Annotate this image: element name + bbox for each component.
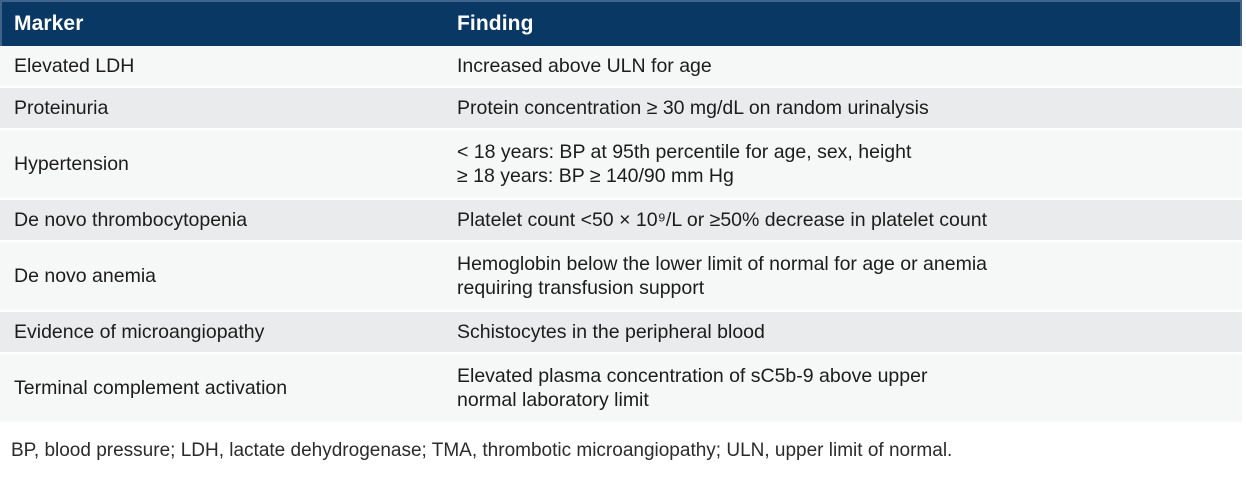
table-row: Hypertension < 18 years: BP at 95th perc… [0, 130, 1242, 200]
finding-cell: < 18 years: BP at 95th percentile for ag… [457, 141, 912, 187]
table-row: De novo thrombocytopenia Platelet count … [0, 200, 1242, 242]
finding-cell: Protein concentration ≥ 30 mg/dL on rand… [457, 97, 929, 119]
finding-cell: Increased above ULN for age [457, 55, 712, 77]
finding-cell: Platelet count <50 × 10⁹/L or ≥50% decre… [457, 209, 988, 231]
table-header-row: Marker Finding [0, 0, 1242, 46]
column-header-finding: Finding [457, 12, 534, 35]
markers-table: Marker Finding Elevated LDH Increased ab… [0, 0, 1242, 424]
marker-cell: Hypertension [14, 153, 129, 175]
marker-cell: Proteinuria [14, 97, 109, 119]
table-row: Proteinuria Protein concentration ≥ 30 m… [0, 88, 1242, 130]
column-header-marker: Marker [14, 12, 84, 35]
marker-cell: Terminal complement activation [14, 377, 288, 399]
table-row: De novo anemia Hemoglobin below the lowe… [0, 242, 1242, 312]
marker-cell: De novo thrombocytopenia [14, 209, 248, 231]
table-row: Terminal complement activation Elevated … [0, 354, 1242, 424]
table-row: Elevated LDH Increased above ULN for age [0, 46, 1242, 88]
table-footnote: BP, blood pressure; LDH, lactate dehydro… [11, 440, 953, 461]
marker-cell: Elevated LDH [14, 55, 135, 77]
finding-cell: Hemoglobin below the lower limit of norm… [457, 253, 988, 299]
table-row: Evidence of microangiopathy Schistocytes… [0, 312, 1242, 354]
finding-cell: Schistocytes in the peripheral blood [457, 321, 765, 343]
marker-cell: De novo anemia [14, 265, 157, 287]
finding-cell: Elevated plasma concentration of sC5b-9 … [457, 365, 928, 411]
marker-cell: Evidence of microangiopathy [14, 321, 265, 343]
